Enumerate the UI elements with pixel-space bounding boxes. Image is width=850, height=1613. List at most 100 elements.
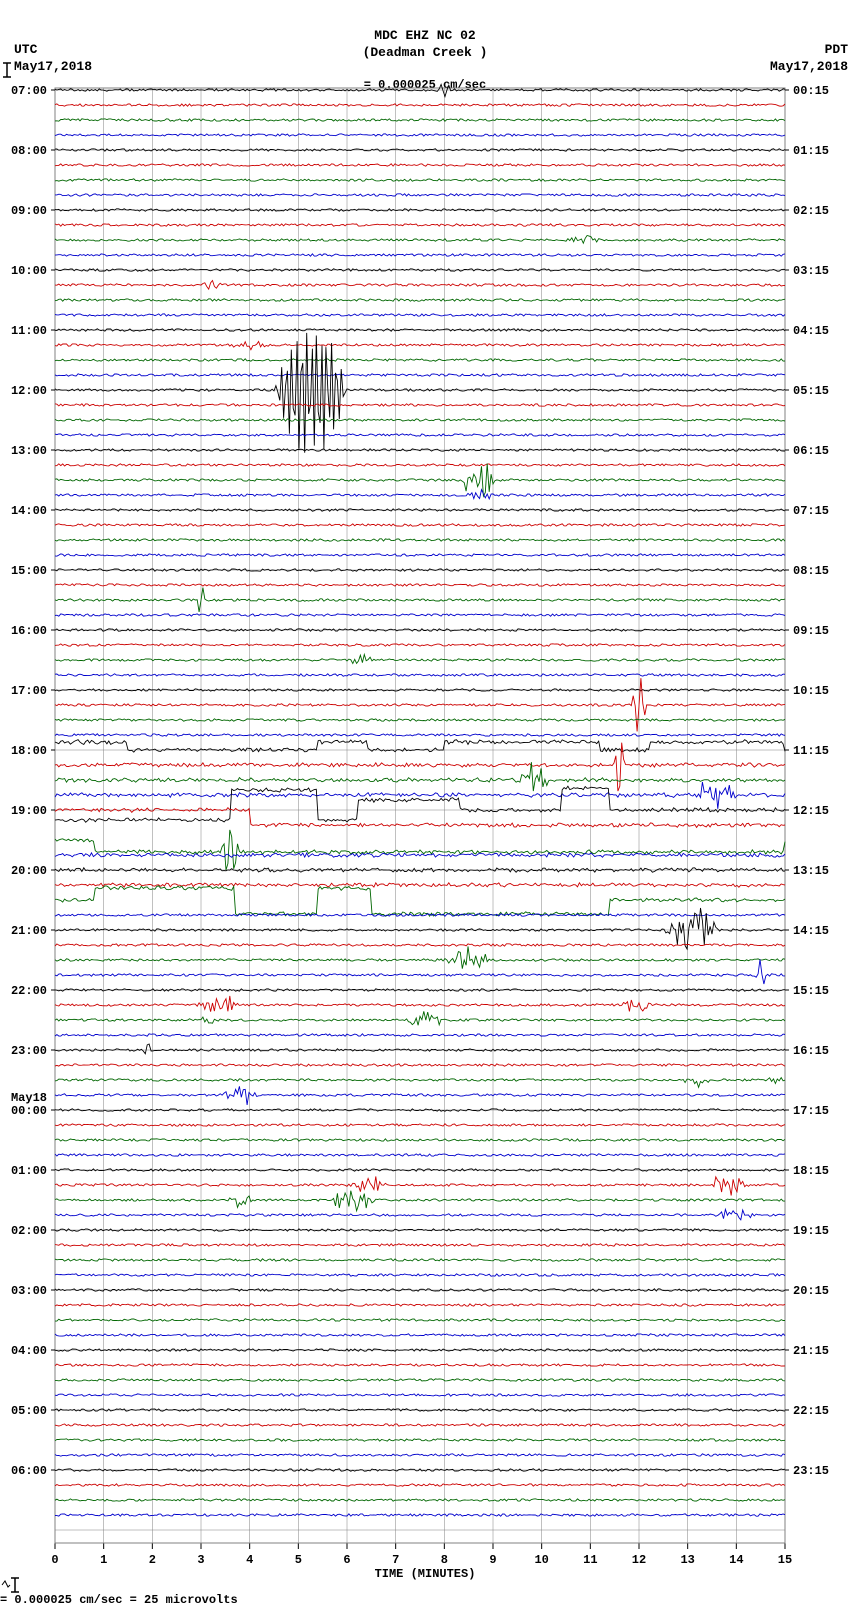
left-time-label: 02:00 <box>11 1224 47 1238</box>
trace-row <box>55 1304 785 1306</box>
svg-text:3: 3 <box>197 1553 204 1567</box>
trace-row <box>55 1139 785 1141</box>
trace-row <box>55 808 785 828</box>
trace-row <box>55 1454 785 1456</box>
trace-row <box>55 119 785 121</box>
left-time-label: 16:00 <box>11 624 47 638</box>
right-time-label: 17:15 <box>793 1104 829 1118</box>
trace-row <box>55 359 785 361</box>
trace-row <box>55 490 785 499</box>
trace-row <box>55 164 785 166</box>
left-time-label: 21:00 <box>11 924 47 938</box>
trace-row <box>55 524 785 526</box>
left-time-label: 01:00 <box>11 1164 47 1178</box>
left-time-label: 11:00 <box>11 324 47 338</box>
trace-row <box>55 588 785 612</box>
left-time-label: 18:00 <box>11 744 47 758</box>
svg-text:10: 10 <box>534 1553 548 1567</box>
trace-row <box>55 1364 785 1366</box>
trace-row <box>55 374 785 376</box>
right-time-label: 11:15 <box>793 744 829 758</box>
trace-row <box>55 959 785 984</box>
trace-row <box>55 782 785 809</box>
left-time-label: 04:00 <box>11 1344 47 1358</box>
left-time-label: 03:00 <box>11 1284 47 1298</box>
svg-text:12: 12 <box>632 1553 646 1567</box>
right-time-label: 07:15 <box>793 504 829 518</box>
right-time-label: 02:15 <box>793 204 829 218</box>
right-time-label: 00:15 <box>793 84 829 98</box>
left-time-label: 13:00 <box>11 444 47 458</box>
right-time-label: 10:15 <box>793 684 829 698</box>
trace-row <box>55 1379 785 1381</box>
scale-indicator-bottom: = 0.000025 cm/sec = 25 microvolts <box>0 1577 238 1607</box>
trace-row <box>55 299 785 301</box>
trace-row <box>55 678 785 731</box>
trace-row <box>55 419 785 421</box>
right-time-label: 22:15 <box>793 1404 829 1418</box>
trace-row <box>55 1176 785 1195</box>
trace-row <box>55 1424 785 1426</box>
left-time-label: 10:00 <box>11 264 47 278</box>
station-code: MDC EHZ NC 02 <box>0 28 850 45</box>
trace-row <box>55 946 785 968</box>
trace-row <box>55 786 785 822</box>
trace-row <box>55 434 785 436</box>
trace-row <box>55 719 785 721</box>
right-date: May17,2018 <box>770 59 848 76</box>
trace-row <box>55 194 785 196</box>
svg-text:15: 15 <box>778 1553 792 1567</box>
svg-text:1: 1 <box>100 1553 107 1567</box>
trace-row <box>55 342 785 350</box>
right-time-label: 13:15 <box>793 864 829 878</box>
trace-row <box>55 655 785 664</box>
trace-row <box>55 914 785 916</box>
right-time-label: 12:15 <box>793 804 829 818</box>
seismogram-svg: 012345678910111213141507:0008:0009:0010:… <box>0 83 845 1598</box>
trace-row <box>55 224 785 226</box>
trace-row <box>55 84 785 96</box>
svg-text:0: 0 <box>51 1553 58 1567</box>
left-time-label: 09:00 <box>11 204 47 218</box>
trace-row <box>55 1514 785 1516</box>
trace-row <box>55 584 785 586</box>
right-time-label: 01:15 <box>793 144 829 158</box>
right-time-label: 04:15 <box>793 324 829 338</box>
trace-row <box>55 1078 785 1088</box>
svg-text:2: 2 <box>149 1553 156 1567</box>
trace-row <box>55 464 785 466</box>
right-time-label: 20:15 <box>793 1284 829 1298</box>
trace-row <box>55 1394 785 1396</box>
trace-row <box>55 1274 785 1276</box>
trace-row <box>55 1319 785 1321</box>
trace-row <box>55 1439 785 1441</box>
trace-row <box>55 1334 785 1336</box>
trace-row <box>55 1124 785 1126</box>
station-location: (Deadman Creek ) <box>0 45 850 62</box>
svg-text:4: 4 <box>246 1553 253 1567</box>
trace-row <box>55 1259 785 1261</box>
trace-row <box>55 1154 785 1156</box>
trace-row <box>55 104 785 106</box>
trace-row <box>55 314 785 316</box>
trace-row <box>55 539 785 541</box>
trace-row <box>55 329 785 331</box>
right-time-label: 14:15 <box>793 924 829 938</box>
right-time-label: 09:15 <box>793 624 829 638</box>
left-tz-label: UTC <box>14 42 92 59</box>
left-time-prelabel: May18 <box>11 1091 47 1105</box>
trace-row <box>55 830 785 870</box>
left-time-label: 22:00 <box>11 984 47 998</box>
svg-text:9: 9 <box>489 1553 496 1567</box>
trace-row <box>55 644 785 646</box>
right-time-label: 21:15 <box>793 1344 829 1358</box>
trace-row <box>55 1191 785 1211</box>
right-time-label: 16:15 <box>793 1044 829 1058</box>
trace-row <box>55 674 785 676</box>
svg-text:14: 14 <box>729 1553 743 1567</box>
left-time-label: 23:00 <box>11 1044 47 1058</box>
trace-row <box>55 281 785 290</box>
left-time-label: 05:00 <box>11 1404 47 1418</box>
trace-row <box>55 1086 785 1105</box>
right-time-label: 23:15 <box>793 1464 829 1478</box>
